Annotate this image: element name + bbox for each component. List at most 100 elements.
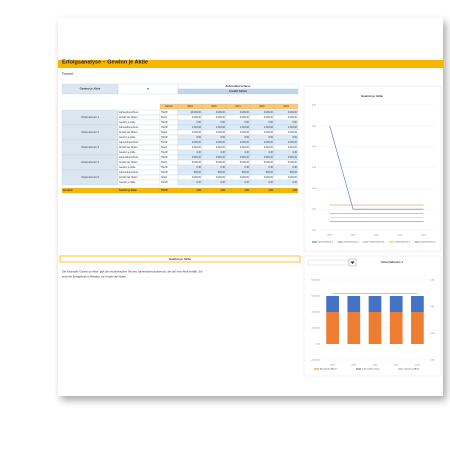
- value: 0,60: [220, 136, 225, 139]
- value: 4.000,00: [240, 116, 250, 119]
- cell: [273, 187, 299, 194]
- value: 0,40: [220, 151, 225, 154]
- x-tick-label: 2019: [330, 365, 336, 367]
- value: 10.000,00: [190, 111, 201, 114]
- value: 2.500,00: [288, 146, 298, 149]
- row-label: Gewinn je Aktie: [119, 136, 136, 139]
- row-label: Gewinn je Aktie: [119, 151, 136, 154]
- y-tick-label: 1,50: [312, 167, 317, 169]
- total-value: 1,00: [220, 189, 225, 192]
- value: 4.000,00: [192, 116, 202, 119]
- row-label: Anzahl der Aktien: [119, 146, 138, 149]
- unit: Stück: [161, 146, 168, 149]
- value: 1.200,00: [192, 126, 202, 129]
- y-tick-label: 2.000,00: [311, 328, 320, 330]
- company: Unternehmen 4: [81, 160, 99, 164]
- value: 2.000,00: [192, 131, 202, 134]
- value: 1.500,00: [264, 156, 274, 159]
- dropdown[interactable]: [307, 259, 349, 266]
- x-tick-label: 2023: [415, 365, 421, 367]
- y2-tick-label: 0,20: [430, 333, 435, 335]
- bar: [326, 296, 339, 312]
- value: 2.000,00: [264, 111, 274, 114]
- value: 4.000,00: [288, 116, 298, 119]
- value: 0,60: [292, 136, 297, 139]
- value: 800,00: [194, 171, 202, 174]
- chart-title: Gewinn je Aktie: [361, 94, 384, 98]
- value: 800,00: [290, 171, 298, 174]
- y-tick-label: 0,00: [312, 230, 317, 232]
- data-label: 0,50: [394, 290, 399, 292]
- value: 5.000,00: [288, 161, 298, 164]
- legend-label: Unternehmen 5: [420, 241, 436, 244]
- value: 0,20: [244, 181, 249, 184]
- value: 1.500,00: [240, 156, 250, 159]
- value: 800,00: [242, 171, 250, 174]
- value: 2.500,00: [264, 146, 274, 149]
- value: 0,30: [292, 166, 297, 169]
- value: 0,50: [292, 121, 297, 124]
- legend-label: Unternehmen 1: [318, 241, 334, 244]
- row-label: Jahresüberschuss: [119, 141, 139, 144]
- value: 1.200,00: [264, 126, 274, 129]
- x-tick-label: 2020: [351, 235, 357, 237]
- value: 2.000,00: [288, 131, 298, 134]
- row-label: Anzahl der Aktien: [119, 116, 138, 119]
- value: 0,20: [220, 181, 225, 184]
- x-tick-label: 2023: [421, 235, 427, 237]
- bar: [389, 296, 403, 312]
- total-value: 1,00: [244, 189, 249, 192]
- y2-tick-label: 0,40: [430, 306, 435, 308]
- value: 2.000,00: [264, 131, 274, 134]
- description: setzt die Ertragskraft in Relation zur A…: [62, 275, 127, 279]
- unit: Stück: [161, 131, 168, 134]
- title: Erfolgsanalyse – Gewinn je Aktie: [62, 59, 148, 65]
- year: 2021: [235, 105, 241, 108]
- company: Unternehmen 2: [81, 130, 99, 134]
- unit: TEUR: [161, 111, 168, 114]
- y-tick-label: 2,00: [312, 146, 317, 148]
- value: 2,50: [196, 121, 201, 124]
- bar: [347, 296, 361, 312]
- head: Anzahl Aktien: [229, 89, 248, 93]
- y2-tick-label: 0,00: [430, 360, 435, 362]
- unit: Stück: [161, 176, 168, 179]
- data-label: 0,50: [352, 290, 357, 292]
- row-label: Gewinn je Aktie: [119, 166, 136, 169]
- y2-tick-label: 0,60: [430, 280, 435, 282]
- bar: [326, 312, 339, 344]
- legend-label: Unternehmen 3: [369, 241, 385, 244]
- cell: [273, 179, 299, 186]
- value: 4.000,00: [288, 176, 298, 179]
- y-tick-label: -2.000,00: [311, 360, 321, 362]
- head: Jahresüberschuss: [226, 84, 251, 88]
- year: 2020: [211, 105, 217, 108]
- row-label: Anzahl der Aktien: [119, 176, 138, 179]
- company: Unternehmen 5: [81, 175, 99, 179]
- value: 5.000,00: [216, 161, 226, 164]
- value: 2.500,00: [216, 146, 226, 149]
- row-label: Gewinn je Aktie: [119, 121, 136, 124]
- value: 1.200,00: [240, 126, 250, 129]
- value: 4.000,00: [192, 176, 202, 179]
- value: 0,30: [220, 166, 225, 169]
- bar: [368, 312, 382, 344]
- y-tick-label: 0,50: [312, 209, 317, 211]
- row-label: Gewinn je Aktie: [119, 181, 136, 184]
- line: [329, 125, 424, 210]
- x-tick-label: 2019: [327, 235, 333, 237]
- bar: [347, 312, 361, 344]
- y-tick-label: 1,00: [312, 188, 317, 190]
- chart-title: Unternehmen 1: [381, 260, 403, 264]
- value: 0,50: [268, 121, 273, 124]
- unit: Stück: [161, 161, 168, 164]
- row-label: Anzahl der Aktien: [119, 161, 138, 164]
- y-tick-label: 3,00: [312, 105, 317, 107]
- company: Unternehmen 3: [81, 145, 99, 149]
- legend-label: Unternehmen 4: [395, 241, 411, 244]
- selector: ▼: [147, 87, 150, 91]
- y-tick-label: 8.000,00: [311, 280, 320, 282]
- year: 2019: [187, 105, 193, 108]
- value: 0,50: [220, 121, 225, 124]
- unit: TEUR: [161, 126, 168, 129]
